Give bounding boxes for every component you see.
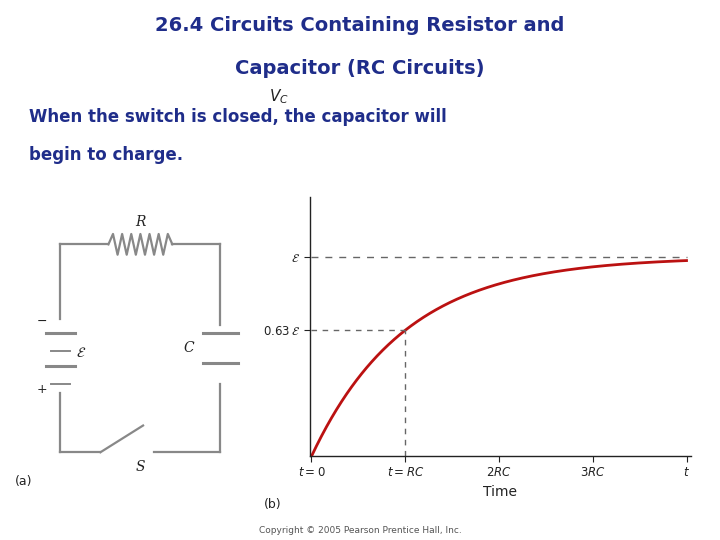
Text: (a): (a) bbox=[15, 475, 32, 488]
Text: C: C bbox=[183, 341, 194, 355]
Text: +: + bbox=[37, 383, 47, 396]
Text: $V_C$: $V_C$ bbox=[269, 87, 289, 106]
Text: (b): (b) bbox=[264, 498, 282, 511]
Text: When the switch is closed, the capacitor will: When the switch is closed, the capacitor… bbox=[29, 108, 446, 126]
Text: −: − bbox=[37, 315, 47, 328]
Text: R: R bbox=[135, 215, 145, 229]
Text: begin to charge.: begin to charge. bbox=[29, 146, 183, 164]
X-axis label: Time: Time bbox=[483, 484, 518, 498]
Text: S: S bbox=[135, 460, 145, 474]
Text: Capacitor (RC Circuits): Capacitor (RC Circuits) bbox=[235, 59, 485, 78]
Text: 26.4 Circuits Containing Resistor and: 26.4 Circuits Containing Resistor and bbox=[156, 16, 564, 35]
Text: Copyright © 2005 Pearson Prentice Hall, Inc.: Copyright © 2005 Pearson Prentice Hall, … bbox=[258, 525, 462, 535]
Text: $\mathcal{E}$: $\mathcal{E}$ bbox=[76, 346, 86, 360]
